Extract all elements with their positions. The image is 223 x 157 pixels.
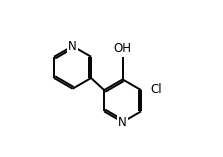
Text: N: N xyxy=(68,40,77,53)
Text: N: N xyxy=(118,116,127,129)
Text: OH: OH xyxy=(114,42,132,55)
Text: Cl: Cl xyxy=(150,83,162,96)
